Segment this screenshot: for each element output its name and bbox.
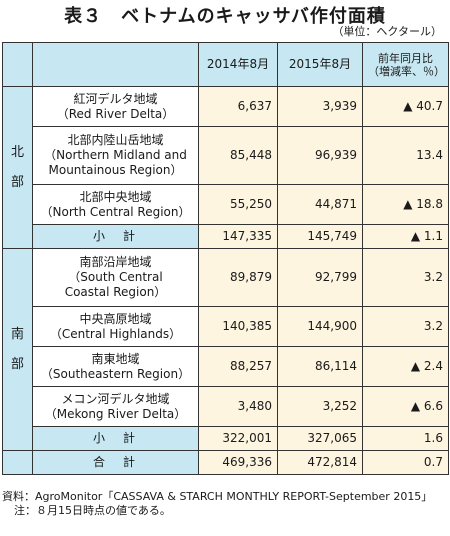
region-name-cell: メコン河デルタ地域 （Mekong River Delta）	[32, 386, 199, 427]
name-en: （Mekong River Delta）	[44, 406, 187, 421]
footnote: 注： ８月15日時点の値である。	[2, 504, 448, 518]
table-row: 南部 南部沿岸地域 （South Central Coastal Region）…	[2, 248, 449, 451]
value-2015: 44,871	[277, 184, 363, 225]
table-row: 北部内陸山岳地域 （Northern Midland and Mountaino…	[3, 126, 449, 185]
value-change: 13.4	[362, 126, 449, 185]
header-change: 前年同月比 （増減率、％）	[362, 42, 449, 87]
note-text: ８月15日時点の値である。	[36, 504, 171, 517]
value-change: ▲ 6.6	[362, 386, 449, 427]
name-jp: 南部沿岸地域	[79, 255, 152, 269]
cassava-area-table: 2014年8月 2015年8月 前年同月比 （増減率、％） 北部 紅河デルタ地域…	[2, 42, 449, 475]
total-region-blank	[2, 450, 33, 475]
name-jp: 北部内陸山岳地域	[67, 133, 164, 147]
value-2014: 140,385	[198, 306, 278, 347]
table-row: 北部 紅河デルタ地域 （Red River Delta） 6,637 3,939…	[2, 86, 449, 249]
subtotal-row-north: 小 計 147,335 145,749 ▲ 1.1	[3, 224, 449, 249]
source-text: AgroMonitor「CASSAVA & STARCH MONTHLY REP…	[35, 490, 433, 503]
unit-label: （単位：ヘクタール）	[332, 25, 442, 38]
value-change: ▲ 1.1	[362, 224, 449, 249]
region-north: 北部	[2, 86, 33, 249]
region-name-cell: 中央高原地域 （Central Highlands）	[32, 306, 199, 347]
region-name-cell: 北部内陸山岳地域 （Northern Midland and Mountaino…	[32, 126, 199, 185]
value-change: 1.6	[362, 426, 449, 451]
name-en: （South Central Coastal Region）	[64, 270, 167, 299]
value-change: 3.2	[362, 306, 449, 347]
region-north-label: 北部	[10, 144, 24, 190]
notes: 資料： AgroMonitor「CASSAVA & STARCH MONTHLY…	[2, 490, 448, 518]
header-row: 2014年8月 2015年8月 前年同月比 （増減率、％）	[2, 42, 449, 87]
value-2015: 86,114	[277, 346, 363, 387]
value-2014: 85,448	[198, 126, 278, 185]
name-en: （North Central Region）	[40, 204, 191, 219]
region-name-cell: 南部沿岸地域 （South Central Coastal Region）	[32, 248, 199, 307]
value-2014: 147,335	[198, 224, 278, 249]
source-note: 資料： AgroMonitor「CASSAVA & STARCH MONTHLY…	[2, 490, 448, 504]
header-blank-region	[2, 42, 33, 87]
name-jp: 紅河デルタ地域	[73, 91, 158, 106]
region-name-cell: 紅河デルタ地域 （Red River Delta）	[32, 86, 199, 127]
value-change: 3.2	[362, 248, 449, 307]
name-jp: メコン河デルタ地域	[61, 391, 170, 406]
name-jp: 南東地域	[91, 351, 140, 366]
note-label: 注：	[14, 504, 36, 517]
value-change: ▲ 40.7	[362, 86, 449, 127]
total-label: 合 計	[32, 450, 199, 475]
name-en: （Northern Midland and Mountainous Region…	[44, 148, 187, 177]
value-2015: 144,900	[277, 306, 363, 347]
region-name-cell: 南東地域 （Southeastern Region）	[32, 346, 199, 387]
value-2015: 145,749	[277, 224, 363, 249]
value-2015: 3,939	[277, 86, 363, 127]
region-south: 南部	[2, 248, 33, 451]
header-blank-name	[32, 42, 199, 87]
table-title: 表３ ベトナムのキャッサバ作付面積	[64, 6, 386, 27]
total-row: 合 計 469,336 472,814 0.7	[2, 450, 449, 475]
value-2015: 327,065	[277, 426, 363, 451]
header-2014: 2014年8月	[198, 42, 278, 87]
subtotal-label: 小 計	[32, 426, 199, 451]
table-row: 北部中央地域 （North Central Region） 55,250 44,…	[3, 184, 449, 225]
value-2014: 55,250	[198, 184, 278, 225]
value-2015: 472,814	[277, 450, 363, 475]
value-2015: 3,252	[277, 386, 363, 427]
name-en: （Southeastern Region）	[40, 366, 191, 381]
header-2015: 2015年8月	[277, 42, 363, 87]
value-2014: 3,480	[198, 386, 278, 427]
region-name-cell: 北部中央地域 （North Central Region）	[32, 184, 199, 225]
source-label: 資料：	[2, 490, 35, 503]
table-row: 中央高原地域 （Central Highlands） 140,385 144,9…	[3, 306, 449, 347]
value-2015: 96,939	[277, 126, 363, 185]
table-row: 南東地域 （Southeastern Region） 88,257 86,114…	[3, 346, 449, 387]
region-south-label: 南部	[10, 326, 24, 372]
value-2014: 322,001	[198, 426, 278, 451]
name-en: （Red River Delta）	[56, 106, 175, 121]
table-row: メコン河デルタ地域 （Mekong River Delta） 3,480 3,2…	[3, 386, 449, 427]
value-2014: 89,879	[198, 248, 278, 307]
value-change: 0.7	[362, 450, 449, 475]
name-en: （Central Highlands）	[49, 326, 182, 341]
value-2014: 88,257	[198, 346, 278, 387]
value-2014: 6,637	[198, 86, 278, 127]
value-change: ▲ 18.8	[362, 184, 449, 225]
subtotal-label: 小 計	[32, 224, 199, 249]
value-2015: 92,799	[277, 248, 363, 307]
name-jp: 中央高原地域	[79, 311, 152, 326]
name-jp: 北部中央地域	[79, 189, 152, 204]
subtotal-row-south: 小 計 322,001 327,065 1.6	[3, 426, 449, 451]
value-change: ▲ 2.4	[362, 346, 449, 387]
value-2014: 469,336	[198, 450, 278, 475]
